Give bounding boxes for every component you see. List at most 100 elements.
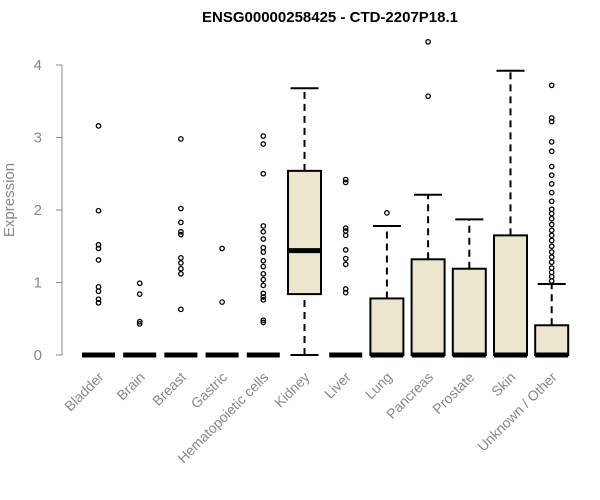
box-skin bbox=[493, 69, 528, 358]
outlier-point bbox=[548, 210, 555, 217]
outlier-point bbox=[136, 318, 143, 325]
outlier-point bbox=[178, 260, 184, 266]
plot-area bbox=[82, 38, 570, 358]
outlier-point bbox=[548, 139, 555, 145]
outlier-point bbox=[260, 141, 267, 147]
outlier-point bbox=[548, 115, 555, 121]
outlier-point bbox=[548, 189, 555, 196]
y-axis: 0 1 2 3 4 bbox=[34, 57, 63, 364]
outlier-point bbox=[95, 245, 102, 252]
box-hematopoietic-cells bbox=[246, 133, 280, 358]
outlier-point bbox=[548, 243, 555, 250]
outlier-point bbox=[260, 290, 267, 297]
outlier-point bbox=[342, 176, 349, 183]
outlier-point bbox=[95, 207, 102, 214]
x-tick-label: Skin bbox=[488, 369, 519, 400]
outlier-point bbox=[178, 205, 184, 212]
outlier-point bbox=[548, 278, 555, 284]
x-tick-label: Lung bbox=[362, 369, 395, 402]
outlier-point bbox=[219, 299, 225, 305]
outlier-point bbox=[548, 148, 555, 155]
box-body bbox=[493, 234, 528, 356]
box-unknown-other bbox=[534, 82, 570, 358]
outlier-point bbox=[260, 276, 267, 283]
outlier-point bbox=[260, 249, 267, 255]
outlier-point bbox=[260, 297, 267, 303]
box-pancreas bbox=[410, 38, 446, 358]
y-tick-label: 1 bbox=[34, 275, 42, 292]
outlier-point bbox=[548, 254, 555, 260]
outlier-point bbox=[425, 93, 431, 100]
outlier-point bbox=[260, 228, 267, 235]
outlier-point bbox=[548, 227, 555, 234]
outlier-point bbox=[342, 247, 349, 253]
outlier-point bbox=[260, 257, 267, 264]
box-body bbox=[369, 297, 405, 357]
outlier-point bbox=[342, 255, 349, 262]
box-bladder bbox=[82, 123, 115, 358]
y-tick-label: 0 bbox=[34, 347, 42, 364]
outlier-point bbox=[178, 270, 184, 277]
box-lung bbox=[369, 210, 405, 358]
outlier-point bbox=[342, 289, 349, 296]
outlier-point bbox=[260, 317, 267, 324]
outlier-point bbox=[95, 288, 102, 295]
outlier-point bbox=[260, 319, 267, 326]
outlier-point bbox=[548, 82, 555, 89]
outlier-point bbox=[260, 294, 267, 300]
box-liver bbox=[329, 176, 363, 358]
outlier-point bbox=[95, 257, 102, 263]
outlier-point bbox=[260, 133, 267, 139]
outlier-point bbox=[178, 231, 184, 238]
x-tick-label: Kidney bbox=[271, 369, 313, 411]
outlier-point bbox=[548, 172, 555, 179]
outlier-point bbox=[178, 219, 184, 226]
outlier-point bbox=[178, 265, 184, 272]
box-kidney bbox=[287, 87, 322, 356]
outlier-point bbox=[342, 179, 349, 186]
outlier-point bbox=[260, 270, 267, 277]
box-gastric bbox=[205, 245, 239, 358]
y-tick-label: 2 bbox=[34, 202, 42, 219]
outlier-point bbox=[548, 249, 555, 255]
x-tick-label: Prostate bbox=[429, 369, 477, 417]
outlier-point bbox=[136, 280, 143, 287]
chart-title: ENSG00000258425 - CTD-2207P18.1 bbox=[202, 9, 458, 26]
box-prostate bbox=[451, 218, 487, 358]
outlier-point bbox=[548, 259, 555, 266]
outlier-point bbox=[548, 237, 555, 244]
x-tick-label: Bladder bbox=[61, 369, 107, 415]
y-tick-label: 3 bbox=[34, 130, 42, 147]
outlier-point bbox=[548, 221, 555, 228]
outlier-point bbox=[384, 210, 390, 216]
outlier-point bbox=[178, 255, 184, 261]
outlier-point bbox=[548, 118, 555, 125]
outlier-point bbox=[260, 282, 267, 289]
outlier-point bbox=[260, 236, 267, 242]
outlier-point bbox=[342, 286, 349, 292]
outlier-point bbox=[548, 215, 555, 222]
box-body bbox=[287, 169, 322, 296]
outlier-point bbox=[548, 198, 555, 205]
outlier-point bbox=[95, 296, 102, 303]
box-body bbox=[451, 267, 487, 357]
box-breast bbox=[164, 136, 198, 358]
outlier-point bbox=[342, 225, 349, 231]
y-axis-label: Expression bbox=[1, 163, 18, 237]
outlier-point bbox=[548, 181, 555, 187]
box-body bbox=[534, 324, 570, 356]
outlier-point bbox=[95, 123, 102, 129]
outlier-point bbox=[548, 232, 555, 239]
outlier-point bbox=[178, 228, 184, 235]
box-brain bbox=[123, 280, 157, 358]
outlier-point bbox=[178, 136, 184, 142]
outlier-point bbox=[425, 38, 431, 45]
outlier-point bbox=[95, 299, 102, 306]
outlier-point bbox=[342, 261, 349, 268]
outlier-point bbox=[136, 291, 143, 297]
outlier-point bbox=[95, 241, 102, 248]
outlier-point bbox=[136, 320, 143, 327]
x-tick-label: Breast bbox=[149, 369, 189, 409]
